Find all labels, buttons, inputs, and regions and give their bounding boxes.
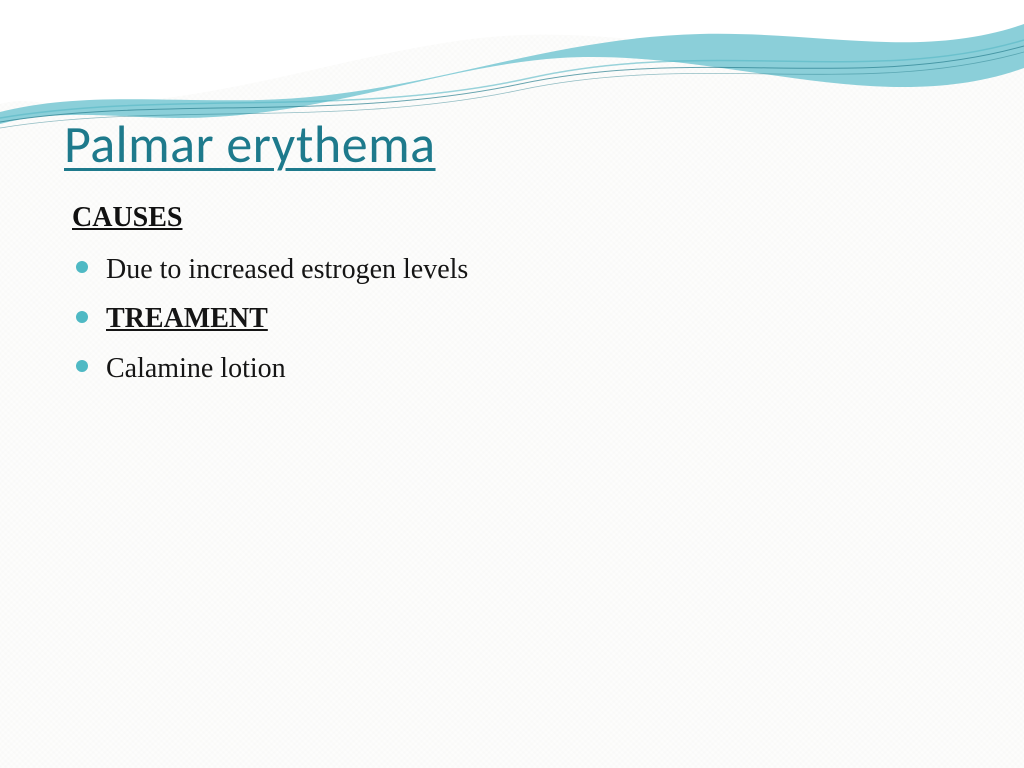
slide-content: Palmar erythema CAUSES Due to increased … <box>0 0 1024 390</box>
bullet-list: Due to increased estrogen levels TREAMEN… <box>72 248 960 390</box>
list-item: TREAMENT <box>72 297 960 340</box>
slide-body: CAUSES Due to increased estrogen levels … <box>64 202 960 390</box>
list-item: Due to increased estrogen levels <box>72 248 960 291</box>
list-item-text: TREAMENT <box>106 303 268 334</box>
list-item-text: Due to increased estrogen levels <box>106 254 468 285</box>
slide-title: Palmar erythema <box>64 112 960 176</box>
list-item: Calamine lotion <box>72 347 960 390</box>
causes-heading: CAUSES <box>72 202 960 234</box>
list-item-text: Calamine lotion <box>106 353 286 384</box>
